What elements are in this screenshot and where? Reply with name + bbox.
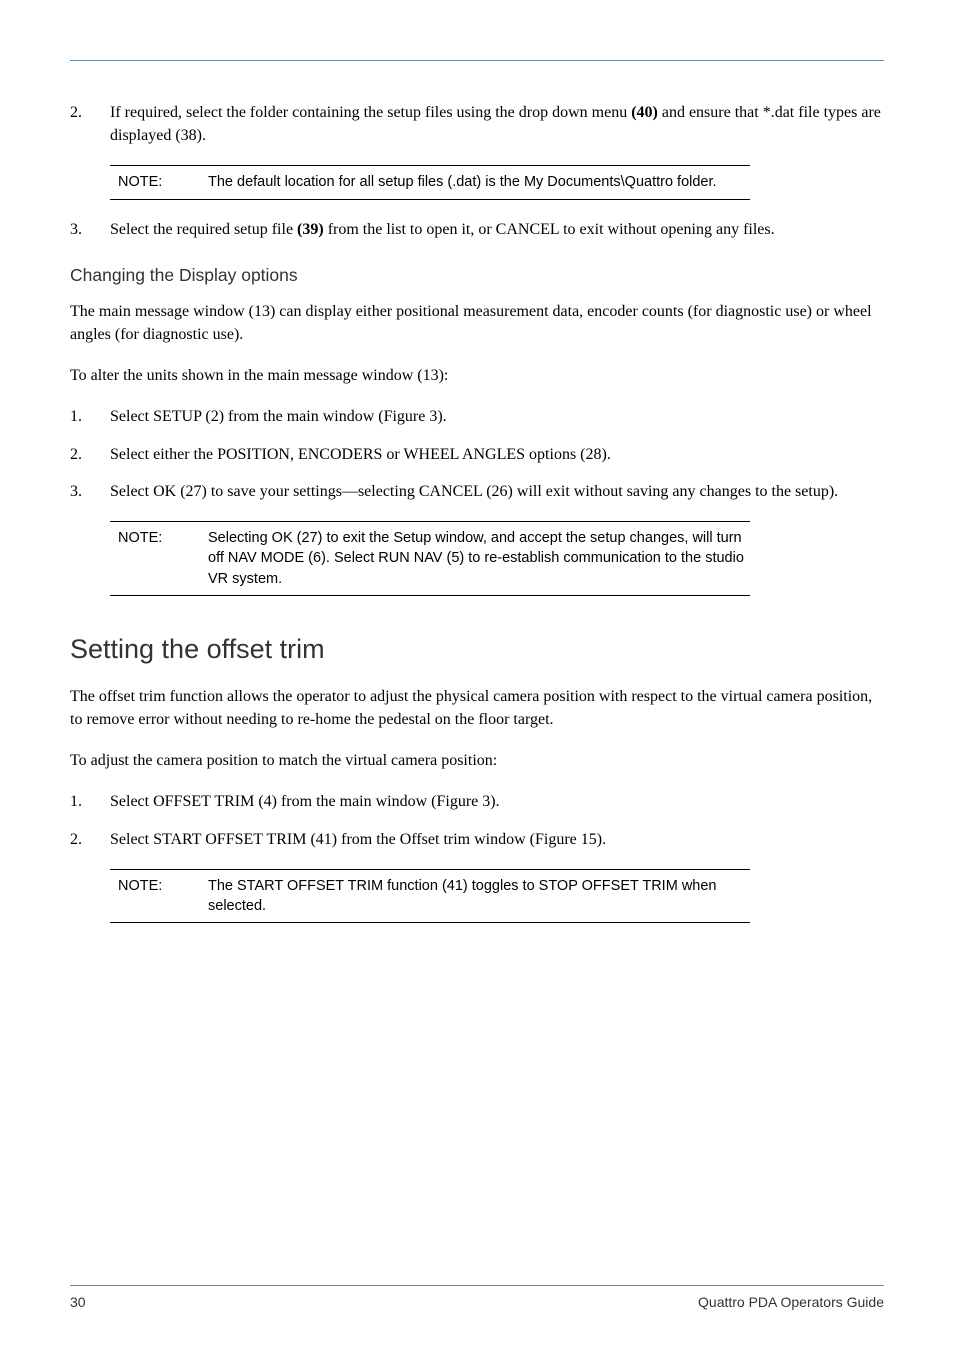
list-text: Select OK (27) to save your settings—sel… — [110, 480, 884, 503]
heading: Setting the offset trim — [70, 634, 884, 665]
note-box: NOTE: The default location for all setup… — [110, 165, 750, 199]
paragraph: The main message window (13) can display… — [70, 300, 884, 346]
list-text: Select START OFFSET TRIM (41) from the O… — [110, 828, 884, 851]
paragraph: The offset trim function allows the oper… — [70, 685, 884, 731]
note-text: The default location for all setup files… — [208, 172, 750, 192]
list-number: 2. — [70, 101, 110, 147]
list-number: 2. — [70, 828, 110, 851]
paragraph: To alter the units shown in the main mes… — [70, 364, 884, 387]
list-text: Select either the POSITION, ENCODERS or … — [110, 443, 884, 466]
list-text: Select OFFSET TRIM (4) from the main win… — [110, 790, 884, 813]
note-rule-bottom — [110, 922, 750, 923]
note-label: NOTE: — [118, 172, 208, 192]
list-text: If required, select the folder containin… — [110, 101, 884, 147]
note-text: The START OFFSET TRIM function (41) togg… — [208, 876, 750, 917]
page-number: 30 — [70, 1294, 86, 1310]
list-text: Select SETUP (2) from the main window (F… — [110, 405, 884, 428]
paragraph: To adjust the camera position to match t… — [70, 749, 884, 772]
list-item: 1. Select SETUP (2) from the main window… — [70, 405, 884, 428]
list-number: 3. — [70, 218, 110, 241]
footer: 30 Quattro PDA Operators Guide — [70, 1285, 884, 1310]
list-item: 2. Select either the POSITION, ENCODERS … — [70, 443, 884, 466]
note-box: NOTE: The START OFFSET TRIM function (41… — [110, 869, 750, 924]
list-item: 3. Select OK (27) to save your settings—… — [70, 480, 884, 503]
note-label: NOTE: — [118, 876, 208, 917]
list-item: 2. If required, select the folder contai… — [70, 101, 884, 147]
note-rule-bottom — [110, 595, 750, 596]
list-item: 2. Select START OFFSET TRIM (41) from th… — [70, 828, 884, 851]
note-text: Selecting OK (27) to exit the Setup wind… — [208, 528, 750, 589]
top-rule — [70, 60, 884, 61]
note-box: NOTE: Selecting OK (27) to exit the Setu… — [110, 521, 750, 596]
list-number: 1. — [70, 405, 110, 428]
note-rule-bottom — [110, 199, 750, 200]
list-number: 1. — [70, 790, 110, 813]
footer-title: Quattro PDA Operators Guide — [698, 1294, 884, 1310]
note-label: NOTE: — [118, 528, 208, 589]
list-number: 3. — [70, 480, 110, 503]
list-item: 1. Select OFFSET TRIM (4) from the main … — [70, 790, 884, 813]
footer-rule — [70, 1285, 884, 1286]
list-number: 2. — [70, 443, 110, 466]
list-item: 3. Select the required setup file (39) f… — [70, 218, 884, 241]
subheading: Changing the Display options — [70, 265, 884, 286]
list-text: Select the required setup file (39) from… — [110, 218, 884, 241]
